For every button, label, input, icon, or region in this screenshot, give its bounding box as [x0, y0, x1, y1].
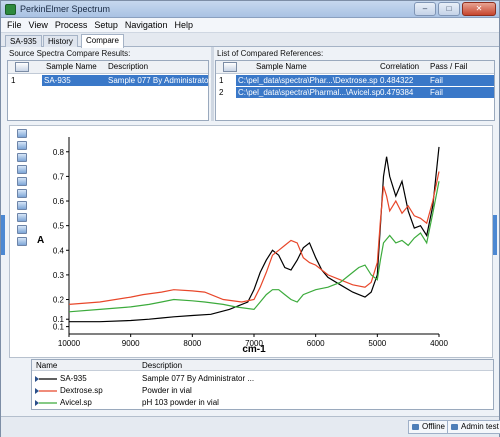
y-axis-label: A — [37, 235, 44, 246]
app-logo-icon — [5, 4, 16, 15]
ref-row-result: Fail — [430, 88, 443, 97]
source-col-description[interactable]: Description — [108, 62, 149, 71]
series-line-dextrose — [68, 171, 440, 305]
toolbar-tool-icon[interactable] — [17, 237, 27, 246]
ref-col-correlation[interactable]: Correlation — [380, 62, 420, 71]
menu-setup[interactable]: Setup — [94, 20, 118, 30]
source-row-number: 1 — [11, 76, 16, 85]
y-tick-label: 0.4 — [53, 246, 65, 255]
x-tick-label: 5000 — [368, 339, 386, 348]
legend-col-name[interactable]: Name — [36, 361, 58, 370]
ref-col-pass-fail[interactable]: Pass / Fail — [430, 62, 468, 71]
source-grid-header: Sample Name Description — [8, 61, 208, 74]
menu-process[interactable]: Process — [54, 20, 88, 30]
source-row-name: SA-935 — [44, 76, 71, 85]
tab-compare[interactable]: Compare — [81, 34, 124, 48]
grid-options-icon[interactable] — [223, 62, 237, 72]
view-toolbar — [17, 129, 29, 249]
ref-row-name: C:\pel_data\spectra\Phar...\Dextrose.sp — [238, 76, 378, 85]
toolbar-tool-icon[interactable] — [17, 225, 27, 234]
y-tick-label: 0.3 — [53, 271, 65, 280]
spectrum-view — [9, 125, 493, 358]
source-panel-heading: Source Spectra Compare Results: — [9, 49, 131, 58]
ref-row-correlation: 0.479384 — [380, 88, 414, 97]
toolbar-tool-icon[interactable] — [17, 129, 27, 138]
toolbar-tool-icon[interactable] — [17, 141, 27, 150]
legend-row-name: Dextrose.sp — [60, 386, 103, 395]
y-tick-label: 0.1 — [53, 315, 65, 324]
toolbar-tool-icon[interactable] — [17, 153, 27, 162]
legend-row-name: SA-935 — [60, 374, 87, 383]
toolbar-tool-icon[interactable] — [17, 189, 27, 198]
ref-col-sample-name[interactable]: Sample Name — [256, 62, 307, 71]
legend-row-description: Sample 077 By Administrator ... — [142, 374, 255, 383]
y-tick-label: 0.2 — [53, 296, 65, 305]
source-row-description: Sample 077 By Administrator — [108, 76, 212, 85]
reference-results-grid: Sample Name Correlation Pass / Fail 1 2 … — [215, 60, 495, 121]
x-axis-label: cm-1 — [242, 344, 266, 355]
window-title: PerkinElmer Spectrum — [20, 4, 111, 14]
offline-status[interactable]: Offline — [408, 420, 449, 434]
series-line-avicel — [68, 181, 440, 313]
grid-options-icon[interactable] — [15, 62, 29, 72]
tab-sa-935[interactable]: SA-935 — [5, 35, 42, 47]
tab-history[interactable]: History — [43, 35, 78, 47]
series-line-sa-935 — [69, 146, 440, 323]
user-status[interactable]: Admin test — [447, 420, 500, 434]
x-tick-label: 4000 — [430, 339, 448, 348]
x-tick-label: 9000 — [122, 339, 140, 348]
ref-row-result: Fail — [430, 76, 443, 85]
tab-bar: SA-935 History Compare — [1, 33, 499, 48]
panel-splitter[interactable] — [211, 47, 214, 121]
legend-header: Name Description — [32, 360, 493, 371]
legend-row-description: pH 103 powder in vial — [142, 398, 219, 407]
toolbar-tool-icon[interactable] — [17, 201, 27, 210]
table-row[interactable]: C:\pel_data\spectra\Pharmal...\Avicel.sp… — [236, 87, 494, 98]
spectrum-chart[interactable]: 0.10.1 0.2 0.3 0.4 0.5 0.6 0.7 0.8 10000 9000 8000… — [31, 127, 493, 357]
menu-help[interactable]: Help — [174, 20, 193, 30]
toolbar-tool-icon[interactable] — [17, 213, 27, 222]
source-results-grid: Sample Name Description 1 SA-935 Sample … — [7, 60, 212, 121]
y-tick-label: 0.6 — [53, 197, 65, 206]
legend-row-name: Avicel.sp — [60, 398, 92, 407]
x-tick-label: 7000 — [245, 339, 263, 348]
spectra-legend-grid: Name Description SA-935 Sample 077 By Ad… — [31, 359, 494, 410]
menu-bar: File View Process Setup Navigation Help — [1, 18, 499, 33]
legend-row-description: Powder in vial — [142, 386, 192, 395]
x-tick-label: 8000 — [183, 339, 201, 348]
list-item[interactable]: SA-935 Sample 077 By Administrator ... — [32, 373, 493, 384]
ref-row-number: 1 — [219, 76, 224, 85]
table-row[interactable]: C:\pel_data\spectra\Phar...\Dextrose.sp … — [236, 75, 494, 86]
ref-row-name: C:\pel_data\spectra\Pharmal...\Avicel.sp — [238, 88, 381, 97]
table-row[interactable]: SA-935 Sample 077 By Administrator — [42, 75, 212, 86]
x-tick-label: 10000 — [58, 339, 81, 348]
close-button[interactable]: ✕ — [462, 2, 496, 16]
y-tick-label: 0.5 — [53, 222, 65, 231]
menu-view[interactable]: View — [28, 20, 48, 30]
right-dock-handle[interactable] — [493, 215, 497, 255]
ref-row-number: 2 — [219, 88, 224, 97]
menu-file[interactable]: File — [7, 20, 22, 30]
ref-row-correlation: 0.484322 — [380, 76, 414, 85]
ref-grid-header: Sample Name Correlation Pass / Fail — [216, 61, 494, 74]
ref-panel-heading: List of Compared References: — [217, 49, 324, 58]
source-col-sample-name[interactable]: Sample Name — [46, 62, 97, 71]
list-item[interactable]: Avicel.sp pH 103 powder in vial — [32, 397, 493, 408]
minimize-button[interactable]: – — [414, 2, 436, 16]
y-tick-label: 0.7 — [53, 172, 65, 181]
left-dock-handle[interactable] — [1, 215, 5, 255]
status-bar: Offline Admin test — [1, 416, 500, 437]
list-item[interactable]: Dextrose.sp Powder in vial — [32, 385, 493, 396]
legend-col-description[interactable]: Description — [142, 361, 183, 370]
maximize-button[interactable]: □ — [438, 2, 460, 16]
y-tick-label: 0.1 — [53, 323, 65, 332]
toolbar-tool-icon[interactable] — [17, 177, 27, 186]
title-bar: PerkinElmer Spectrum – □ ✕ — [1, 1, 499, 18]
toolbar-tool-icon[interactable] — [17, 165, 27, 174]
x-tick-label: 6000 — [307, 339, 325, 348]
menu-navigation[interactable]: Navigation — [124, 20, 168, 30]
y-tick-label: 0.8 — [53, 148, 65, 157]
